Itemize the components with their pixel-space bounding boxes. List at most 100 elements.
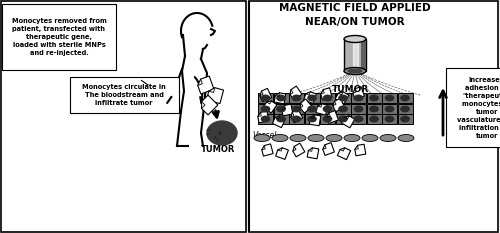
Polygon shape	[307, 148, 319, 159]
FancyBboxPatch shape	[70, 77, 179, 113]
Text: Vessel: Vessel	[252, 130, 276, 140]
Ellipse shape	[386, 116, 394, 122]
Ellipse shape	[339, 106, 347, 112]
Polygon shape	[300, 99, 312, 113]
Ellipse shape	[398, 134, 414, 141]
FancyBboxPatch shape	[274, 104, 288, 114]
FancyBboxPatch shape	[398, 93, 412, 103]
Ellipse shape	[308, 106, 316, 112]
Ellipse shape	[262, 116, 270, 122]
Ellipse shape	[401, 95, 409, 101]
Ellipse shape	[354, 95, 362, 101]
FancyBboxPatch shape	[289, 104, 304, 114]
Ellipse shape	[370, 106, 378, 112]
Polygon shape	[206, 88, 224, 104]
Polygon shape	[150, 84, 172, 103]
Ellipse shape	[262, 95, 270, 101]
Polygon shape	[202, 95, 218, 115]
Polygon shape	[304, 92, 316, 103]
FancyBboxPatch shape	[366, 114, 382, 124]
FancyBboxPatch shape	[289, 114, 304, 124]
Text: Monocytes removed from
patient, transfected with
therapeutic gene,
loaded with s: Monocytes removed from patient, transfec…	[12, 18, 106, 56]
Text: TUMOR: TUMOR	[332, 86, 368, 95]
Ellipse shape	[370, 116, 378, 122]
FancyBboxPatch shape	[398, 104, 412, 114]
FancyBboxPatch shape	[320, 93, 335, 103]
Polygon shape	[333, 98, 344, 112]
Ellipse shape	[386, 106, 394, 112]
Ellipse shape	[292, 95, 300, 101]
Ellipse shape	[386, 95, 394, 101]
FancyBboxPatch shape	[320, 104, 335, 114]
FancyBboxPatch shape	[336, 114, 350, 124]
Ellipse shape	[277, 116, 285, 122]
Polygon shape	[258, 111, 269, 123]
Ellipse shape	[324, 116, 332, 122]
Polygon shape	[327, 111, 338, 123]
FancyBboxPatch shape	[304, 104, 320, 114]
FancyBboxPatch shape	[382, 114, 397, 124]
FancyBboxPatch shape	[382, 93, 397, 103]
FancyBboxPatch shape	[344, 39, 366, 71]
FancyBboxPatch shape	[382, 104, 397, 114]
FancyBboxPatch shape	[366, 104, 382, 114]
Ellipse shape	[292, 106, 300, 112]
Ellipse shape	[324, 95, 332, 101]
FancyBboxPatch shape	[258, 114, 273, 124]
FancyBboxPatch shape	[336, 93, 350, 103]
Text: MAGNETIC FIELD APPLIED
NEAR/ON TUMOR: MAGNETIC FIELD APPLIED NEAR/ON TUMOR	[279, 3, 431, 27]
Ellipse shape	[324, 106, 332, 112]
Ellipse shape	[370, 95, 378, 101]
FancyBboxPatch shape	[304, 114, 320, 124]
Ellipse shape	[354, 106, 362, 112]
Ellipse shape	[308, 134, 324, 141]
FancyBboxPatch shape	[1, 1, 246, 232]
FancyBboxPatch shape	[2, 4, 116, 70]
Ellipse shape	[362, 134, 378, 141]
Ellipse shape	[254, 134, 270, 141]
FancyBboxPatch shape	[274, 93, 288, 103]
FancyBboxPatch shape	[304, 93, 320, 103]
Ellipse shape	[380, 134, 396, 141]
Ellipse shape	[401, 116, 409, 122]
Polygon shape	[341, 116, 355, 128]
Ellipse shape	[308, 95, 316, 101]
Ellipse shape	[339, 95, 347, 101]
Ellipse shape	[326, 134, 342, 141]
FancyBboxPatch shape	[258, 104, 273, 114]
Ellipse shape	[308, 116, 316, 122]
Polygon shape	[291, 109, 303, 123]
Ellipse shape	[290, 134, 306, 141]
Polygon shape	[272, 116, 285, 128]
FancyBboxPatch shape	[289, 93, 304, 103]
Text: TUMOR: TUMOR	[201, 144, 235, 154]
Ellipse shape	[277, 95, 285, 101]
Ellipse shape	[344, 68, 366, 75]
FancyBboxPatch shape	[351, 104, 366, 114]
FancyBboxPatch shape	[320, 114, 335, 124]
Polygon shape	[198, 76, 214, 94]
FancyBboxPatch shape	[398, 114, 412, 124]
Polygon shape	[293, 143, 305, 157]
FancyBboxPatch shape	[274, 114, 288, 124]
Polygon shape	[260, 88, 272, 102]
FancyBboxPatch shape	[336, 104, 350, 114]
Polygon shape	[316, 104, 328, 115]
Ellipse shape	[344, 134, 360, 141]
FancyBboxPatch shape	[361, 39, 366, 71]
Polygon shape	[274, 93, 286, 104]
Ellipse shape	[207, 121, 237, 145]
Ellipse shape	[401, 106, 409, 112]
Polygon shape	[276, 148, 288, 159]
Polygon shape	[282, 104, 293, 116]
Polygon shape	[263, 101, 277, 113]
Polygon shape	[262, 144, 273, 156]
Polygon shape	[335, 92, 349, 104]
FancyBboxPatch shape	[446, 68, 500, 147]
Ellipse shape	[344, 35, 366, 42]
Ellipse shape	[339, 116, 347, 122]
Polygon shape	[309, 115, 321, 126]
Polygon shape	[353, 87, 364, 99]
Ellipse shape	[354, 116, 362, 122]
FancyBboxPatch shape	[258, 93, 273, 103]
